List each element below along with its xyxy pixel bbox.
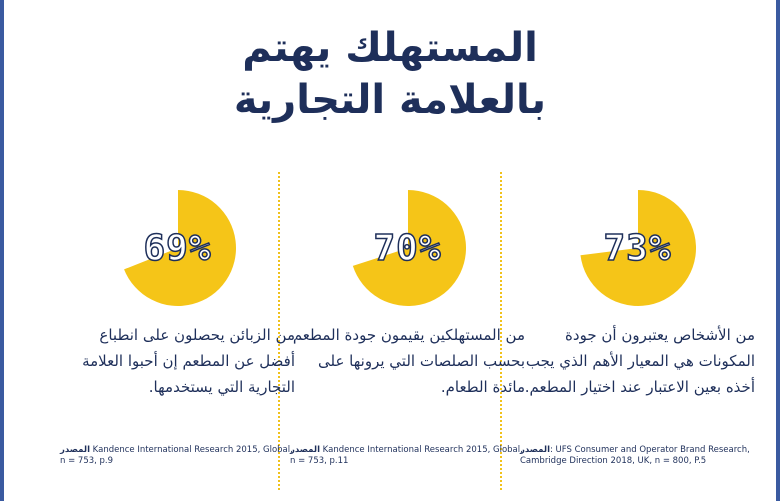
pie-chart-left <box>120 190 236 306</box>
source-label-middle: المصدر <box>290 445 320 455</box>
source-text-middle: Kandence International Research 2015, Gl… <box>290 445 523 466</box>
pie-svg-right <box>579 190 696 306</box>
pie-slice-right <box>579 190 696 306</box>
stat-column-right: 73% من الأشخاص يعتبرون أن جودة المكونات … <box>520 190 755 490</box>
title-line-2: بالعلامة التجارية <box>233 77 547 123</box>
stat-text-left: من الزبائن يحصلون على انطباع أفضل عن الم… <box>82 326 295 396</box>
source-left: المصدر Kandence International Research 2… <box>60 445 295 467</box>
stat-text-right: من الأشخاص يعتبرون أن جودة المكونات هي ا… <box>524 326 755 396</box>
pie-slice-middle <box>352 190 466 306</box>
source-middle: المصدر Kandence International Research 2… <box>290 445 525 467</box>
source-label-left: المصدر <box>60 445 90 455</box>
stat-text-middle: من المستهلكين يقيمون جودة المطعم بحسب ال… <box>292 326 525 396</box>
source-text-left: Kandence International Research 2015, Gl… <box>60 445 293 466</box>
right-border-line <box>776 0 780 501</box>
percent-label-right: 73% <box>603 227 672 270</box>
stat-column-left: 69% من الزبائن يحصلون على انطباع أفضل عن… <box>60 190 295 490</box>
pie-slice-left <box>123 190 236 306</box>
pie-chart-right <box>579 190 696 306</box>
source-right: المصدر: UFS Consumer and Operator Brand … <box>520 445 755 467</box>
page-title: المستهلك يهتم بالعلامة التجارية <box>0 22 780 126</box>
column-divider-right <box>500 172 502 490</box>
pie-svg-middle <box>352 190 466 306</box>
percent-label-left: 69% <box>143 227 212 270</box>
left-border-line <box>0 0 4 501</box>
percent-label-middle: 70% <box>373 227 442 270</box>
pie-chart-middle <box>350 190 466 306</box>
title-line-1: المستهلك يهتم <box>242 25 538 71</box>
pie-svg-left <box>123 190 236 306</box>
source-label-right: المصدر <box>520 445 550 455</box>
column-divider-left <box>278 172 280 490</box>
source-text-right: : UFS Consumer and Operator Brand Resear… <box>520 445 750 466</box>
stat-column-middle: 70% من المستهلكين يقيمون جودة المطعم بحس… <box>290 190 525 490</box>
